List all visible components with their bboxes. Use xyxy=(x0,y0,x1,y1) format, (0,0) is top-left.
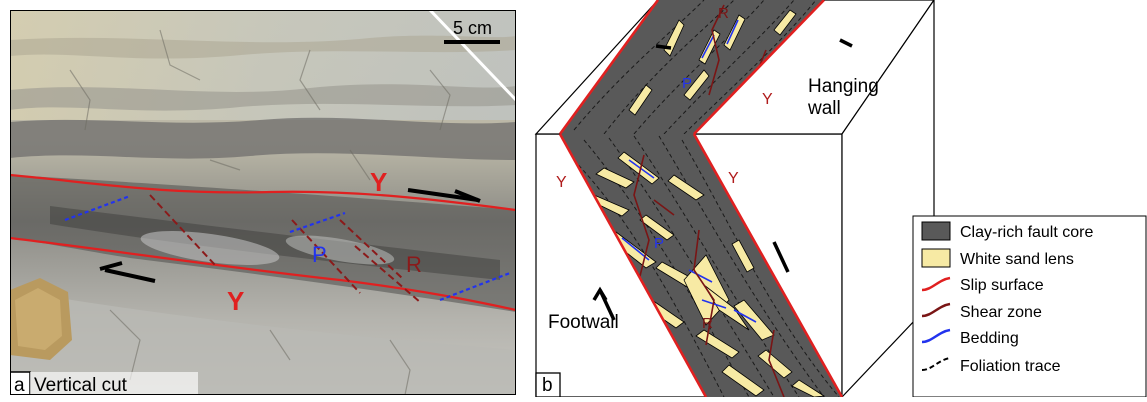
fault-core-zone xyxy=(10,175,516,312)
hanging-wall-label-1: Hanging xyxy=(808,76,879,97)
y-label-upper: Y xyxy=(370,167,387,197)
darkred-line-icon xyxy=(921,302,951,318)
y-label-top: Y xyxy=(762,91,773,108)
block-diagram-canvas: Y Y Y P R P R Hanging wall Footwall b Cl… xyxy=(534,0,1147,399)
legend-label-slip: Slip surface xyxy=(960,277,1044,294)
scale-bar-label: 5 cm xyxy=(453,18,492,38)
sand-lens-photo xyxy=(140,231,280,265)
slip-surface-upper xyxy=(9,173,517,212)
panel-b-letter: b xyxy=(542,375,553,396)
p-label: P xyxy=(312,242,327,267)
shear-arrow-lower xyxy=(99,261,156,283)
fault-core-top xyxy=(560,0,824,134)
r-label-top: R xyxy=(718,5,729,22)
panel-b-block-diagram: Y Y Y P R P R Hanging wall Footwall b Cl… xyxy=(534,0,1147,399)
slip-surface-lower xyxy=(9,236,517,312)
hanging-wall-label-2: wall xyxy=(807,98,841,119)
panel-a-letter: a xyxy=(14,375,25,395)
p-label-mid: P xyxy=(654,235,664,252)
legend: Clay-rich fault core White sand lens Sli… xyxy=(912,215,1147,398)
dashed-line-icon xyxy=(921,357,951,371)
legend-label-foliation: Foliation trace xyxy=(960,358,1061,375)
yellow-box-swatch-icon xyxy=(921,248,951,268)
legend-label-shear: Shear zone xyxy=(960,304,1042,321)
y-label-left: Y xyxy=(556,174,567,191)
legend-box xyxy=(912,215,1147,398)
shear-zone-traces xyxy=(149,194,421,303)
r-label: R xyxy=(406,252,422,277)
photo-canvas: Y Y P R 5 cm a Vertical cut xyxy=(9,8,518,396)
footwall-label: Footwall xyxy=(548,312,619,333)
panel-a-photo: Y Y P R 5 cm a Vertical cut xyxy=(9,8,518,396)
rock-cracks xyxy=(69,29,451,396)
shear-arrow-upper xyxy=(407,188,481,203)
photo-border xyxy=(10,10,516,395)
slip-surfaces xyxy=(558,0,844,398)
bedding-traces xyxy=(64,194,511,302)
front-fabric xyxy=(563,135,840,397)
blue-line-icon xyxy=(921,328,951,344)
lower-rock-layer xyxy=(10,290,516,395)
top-fabric xyxy=(573,0,817,134)
tan-boulder-face xyxy=(15,288,62,350)
grey-box-swatch-icon xyxy=(921,221,951,241)
white-wire xyxy=(428,8,518,102)
tan-band xyxy=(10,35,516,59)
grey-band xyxy=(10,84,516,111)
legend-label-bedding: Bedding xyxy=(960,330,1019,347)
r-label-mid: R xyxy=(702,315,713,332)
y-label-lower: Y xyxy=(227,286,244,316)
panel-a-caption: Vertical cut xyxy=(34,375,128,395)
legend-label-lens: White sand lens xyxy=(960,251,1074,268)
legend-label-core: Clay-rich fault core xyxy=(960,224,1093,241)
y-label-right: Y xyxy=(728,170,739,187)
shear-arrows xyxy=(592,38,853,321)
red-line-icon xyxy=(921,276,951,292)
dark-band-upper xyxy=(10,117,516,160)
caption-background xyxy=(30,372,198,395)
p-label-top: P xyxy=(682,75,692,92)
